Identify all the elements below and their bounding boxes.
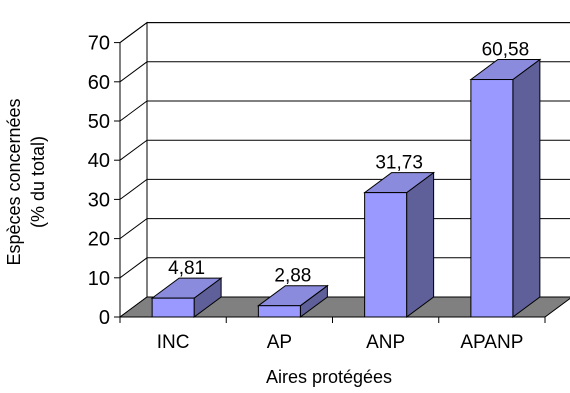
y-axis-label-line-2: (% du total) [28, 136, 48, 228]
y-tick-label: 70 [88, 33, 110, 55]
x-axis-label: Aires protégées [266, 367, 392, 387]
y-tick-label: 60 [88, 72, 110, 94]
bar-side-ANP [406, 171, 435, 318]
x-tick-label: INC [157, 332, 190, 353]
bar-AP [257, 305, 301, 318]
y-tick-label: 40 [88, 150, 110, 172]
y-tick-label: 10 [88, 268, 110, 290]
gridline [119, 61, 570, 83]
gridline [119, 100, 570, 122]
y-tick-label: 20 [88, 229, 110, 251]
gridline [119, 22, 570, 44]
bar-INC [151, 297, 195, 318]
x-tick-label: APANP [460, 332, 523, 353]
side-wall [119, 21, 148, 318]
y-tick-label: 30 [88, 189, 110, 211]
data-label: 4,81 [168, 258, 205, 279]
bar-APANP [470, 79, 514, 318]
bar-ANP [364, 192, 408, 318]
y-axis-label-line-1: Espèces concernées [4, 98, 24, 265]
data-label: 2,88 [274, 266, 311, 287]
data-label: 31,73 [375, 153, 423, 174]
y-tick-label: 50 [88, 111, 110, 133]
gridline [119, 139, 570, 161]
bar-side-APANP [512, 58, 541, 318]
y-tick-label: 0 [99, 307, 110, 329]
x-tick-label: ANP [366, 332, 405, 353]
data-label: 60,58 [482, 40, 530, 61]
x-tick-label: AP [267, 332, 292, 353]
